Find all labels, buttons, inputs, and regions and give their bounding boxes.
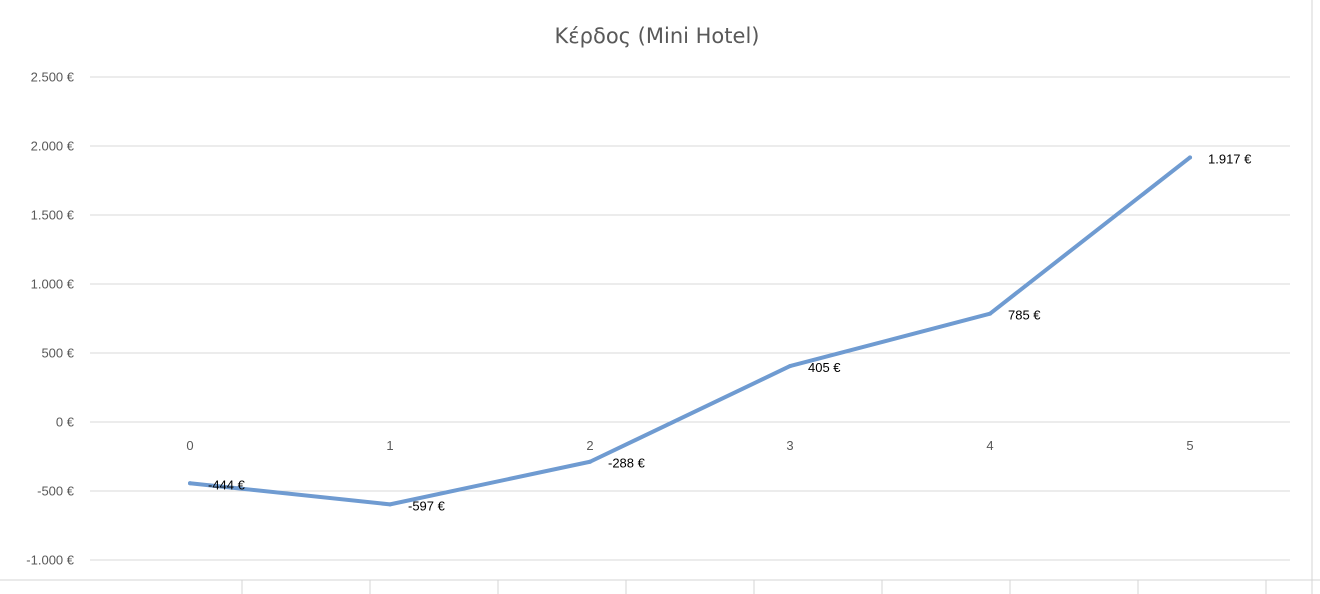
x-tick-label: 4 xyxy=(986,438,993,453)
x-tick-label: 5 xyxy=(1186,438,1193,453)
data-label: -444 € xyxy=(208,477,246,492)
x-tick-label: 3 xyxy=(786,438,793,453)
x-axis-tick-labels: 0 1 2 3 4 5 xyxy=(186,438,1193,453)
data-point xyxy=(188,481,192,486)
data-label: 1.917 € xyxy=(1208,151,1252,166)
y-tick-label: 500 € xyxy=(41,346,74,361)
x-tick-label: 1 xyxy=(386,438,393,453)
y-tick-label: 0 € xyxy=(56,415,75,430)
data-labels: -444 € -597 € -288 € 405 € 785 € 1.917 € xyxy=(208,151,1252,513)
gridlines xyxy=(90,76,1290,561)
series-layer xyxy=(188,155,1192,507)
series-line xyxy=(188,155,1192,507)
data-point xyxy=(1188,155,1192,160)
data-label: -597 € xyxy=(408,498,446,513)
data-label: -288 € xyxy=(608,456,646,471)
data-point xyxy=(788,364,792,369)
y-axis-tick-labels: 2.500 € 2.000 € 1.500 € 1.000 € 500 € 0 € -500… xyxy=(26,70,74,568)
y-tick-label: -1.000 € xyxy=(26,553,74,568)
data-point xyxy=(988,311,992,316)
chart-title: Κέρδος (Mini Hotel) xyxy=(555,24,760,48)
y-tick-label: 2.500 € xyxy=(31,70,75,85)
y-tick-label: 1.000 € xyxy=(31,277,75,292)
x-tick-label: 0 xyxy=(186,438,193,453)
data-point xyxy=(588,459,592,464)
data-point xyxy=(388,502,392,507)
x-tick-label: 2 xyxy=(586,438,593,453)
y-tick-label: 1.500 € xyxy=(31,208,75,223)
data-label: 785 € xyxy=(1008,308,1041,323)
y-tick-label: -500 € xyxy=(37,484,75,499)
data-label: 405 € xyxy=(808,360,841,375)
y-tick-label: 2.000 € xyxy=(31,139,75,154)
